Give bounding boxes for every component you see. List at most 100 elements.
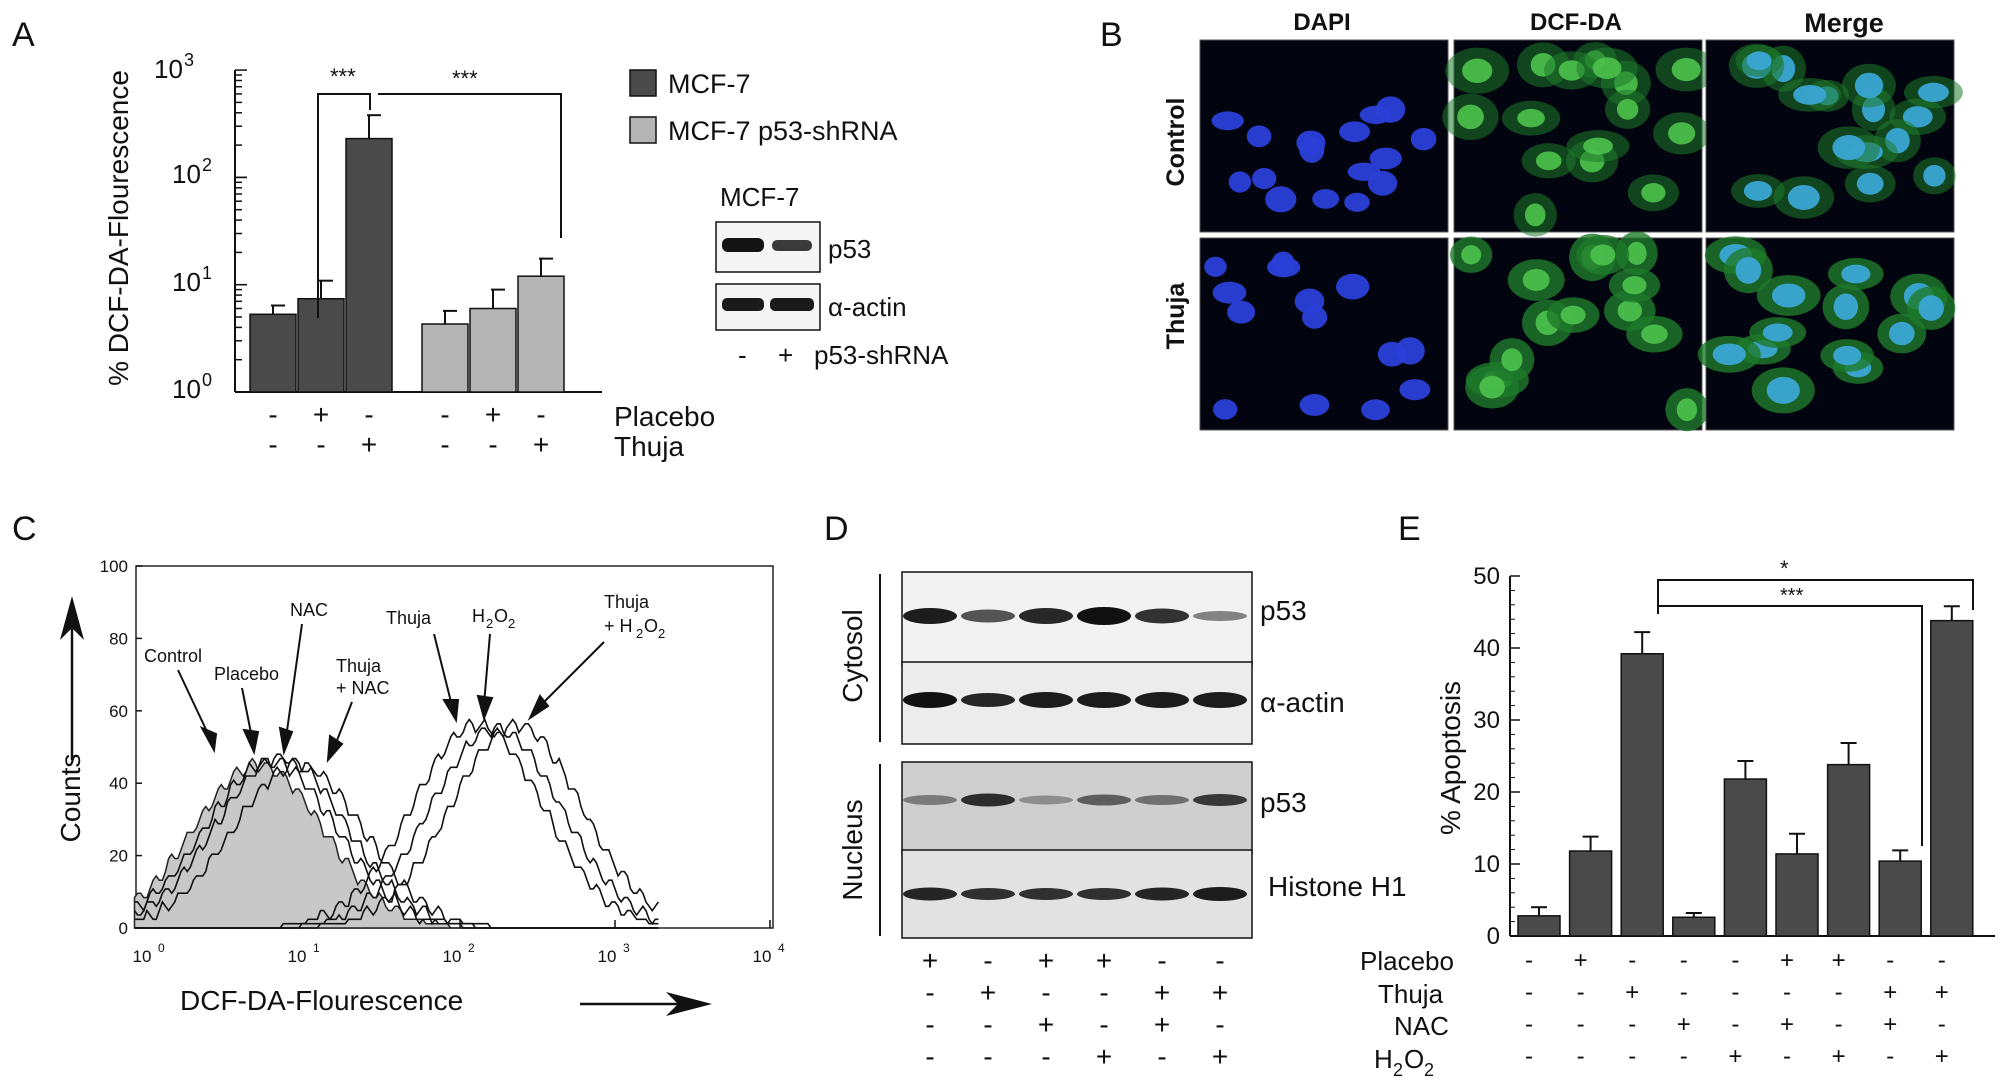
panel-a-bar-chart: % DCF-DA-Flourescence 10 0 10 1 10 2 10 …	[103, 50, 898, 462]
annot-thuja-nac-1: Thuja	[336, 656, 382, 676]
panel-c-xtick-label: 10	[133, 947, 152, 966]
panel-letter-b: B	[1100, 16, 1123, 54]
legend-swatch-mcf7	[629, 69, 657, 97]
panel-d-condition-sign: -	[925, 977, 934, 1008]
panel-e-condition-sign: -	[1731, 947, 1739, 974]
panel-a-ytick-0: 10 0	[172, 370, 212, 404]
panel-d-condition-sign: -	[1215, 1009, 1224, 1040]
svg-text:H: H	[1374, 1044, 1393, 1074]
panel-e-condition-sign: -	[1577, 1011, 1585, 1038]
arrow-thuja-h2o2	[537, 641, 605, 709]
panel-b-cell-body	[1617, 300, 1643, 322]
panel-a-condition-sign: -	[536, 399, 545, 430]
svg-text:O: O	[494, 606, 508, 626]
panel-a-ytick-2: 10 2	[172, 155, 212, 189]
panel-a-conditions: - + - - + -- - + - - +	[268, 399, 549, 460]
blot-a-band-actin-lane1	[722, 298, 764, 311]
panel-a-condition-sign: -	[440, 399, 449, 430]
panel-d-membrane-p53-cytosol-band	[1077, 607, 1131, 625]
svg-text:2: 2	[486, 616, 493, 631]
panel-a-bar	[345, 137, 393, 393]
panel-d-membrane-p53-nucleus-band	[903, 795, 957, 805]
panel-e-condition-sign: +	[1677, 1011, 1691, 1038]
panel-b-cell-body	[1462, 58, 1493, 83]
panel-e-ytick-label: 40	[1473, 635, 1500, 662]
panel-e-bars	[1517, 605, 1974, 937]
panel-d-membrane-histone-band	[1077, 888, 1131, 900]
arrow-nac	[285, 623, 303, 739]
panel-e-condition-sign: -	[1938, 947, 1946, 974]
panel-b-merge-nucleus	[1854, 72, 1884, 99]
arrowhead-thuja-nac	[326, 734, 344, 763]
panel-e-significance	[1657, 579, 1974, 846]
panel-c-xtick-exp: 3	[623, 941, 630, 955]
panel-d-band-label-p53-nuc: p53	[1260, 787, 1307, 818]
panel-b-cell-body	[1461, 245, 1482, 265]
panel-b-merge-nucleus	[1856, 172, 1884, 195]
panel-c-ytick-label: 40	[109, 774, 128, 793]
panel-e-condition-sign: +	[1832, 1043, 1846, 1070]
panel-e-condition-sign: -	[1680, 947, 1688, 974]
panel-e-condition-sign: +	[1883, 979, 1897, 1006]
panel-b-merge-nucleus	[1833, 345, 1862, 366]
panel-e-bar	[1620, 653, 1664, 937]
panel-b-nucleus	[1395, 337, 1425, 365]
panel-b-nucleus	[1299, 394, 1330, 416]
panel-c-x-arrowhead	[666, 992, 712, 1016]
panel-e-condition-sign: +	[1832, 947, 1846, 974]
panel-a-bracket-2	[378, 93, 562, 238]
panel-d-western-blot: Cytosol Nucleus p53 α-actin p53 Histone …	[837, 571, 1407, 1072]
panel-d-membrane-p53-cytosol-band	[961, 609, 1015, 623]
panel-b-merge-nucleus	[1735, 256, 1762, 284]
svg-text:10: 10	[172, 374, 201, 404]
svg-text:O: O	[644, 616, 658, 636]
legend-swatch-shrna	[629, 116, 657, 144]
legend-label-mcf7: MCF-7	[668, 69, 751, 99]
blot-a-band-actin-lane2	[770, 298, 814, 311]
panel-d-conditions: + - + + - -- + - - + +- - + - + -- - - + - +	[922, 945, 1228, 1072]
panel-letter-d: D	[824, 510, 849, 548]
panel-b-merge-nucleus	[1746, 51, 1772, 71]
panel-b-cell-body	[1457, 104, 1484, 130]
panel-c-annotation-arrows	[177, 623, 605, 763]
panel-d-band-label-actin: α-actin	[1260, 687, 1345, 718]
svg-text:10: 10	[172, 267, 201, 297]
panel-c-ylabel: Counts	[55, 754, 86, 843]
panel-e-condition-sign: +	[1780, 1011, 1794, 1038]
panel-b-nucleus	[1228, 171, 1252, 193]
arrow-h2o2	[483, 633, 491, 705]
blot-a-label-actin: α-actin	[828, 292, 907, 322]
panel-b-merge-nucleus	[1787, 184, 1820, 210]
panel-b-cell-body	[1524, 203, 1546, 227]
panel-b-col-dapi: DAPI	[1293, 9, 1350, 36]
panel-b-nucleus	[1339, 121, 1371, 143]
panel-a-condition-sign: -	[316, 429, 325, 460]
panel-b-merge-nucleus	[1917, 82, 1949, 102]
panel-e-ytick-label: 0	[1487, 923, 1500, 950]
panel-b-nucleus	[1271, 251, 1295, 276]
panel-a-condition-sign: -	[268, 429, 277, 460]
panel-a-significance	[317, 93, 562, 318]
panel-b-cell-body	[1590, 244, 1616, 266]
panel-b-cell-body	[1622, 276, 1647, 295]
panel-d-condition-sign: +	[1096, 945, 1112, 976]
panel-e-bracket-1	[1657, 579, 1974, 614]
arrowhead-nac	[278, 726, 294, 756]
panel-a-condition-sign: -	[268, 399, 277, 430]
panel-b-cell-body	[1671, 58, 1701, 82]
arrowhead-thuja	[442, 699, 460, 724]
panel-e-condition-sign: -	[1525, 1011, 1533, 1038]
panel-c-xtick-exp: 4	[778, 941, 785, 955]
panel-b-cell-body	[1676, 398, 1698, 422]
panel-e-ytick-label: 10	[1473, 851, 1500, 878]
legend-label-shrna: MCF-7 p53-shRNA	[668, 116, 898, 146]
panel-b-cell-body	[1668, 122, 1696, 145]
panel-d-condition-sign: +	[1154, 1009, 1170, 1040]
panel-b-cell-body	[1626, 241, 1647, 265]
panel-d-condition-sign: +	[1212, 977, 1228, 1008]
panel-c-curve-thuja-nac	[134, 757, 659, 929]
panel-b-nucleus	[1347, 162, 1381, 181]
panel-e-condition-sign: -	[1835, 1011, 1843, 1038]
panel-e-ylabel: % Apoptosis	[1435, 681, 1466, 835]
